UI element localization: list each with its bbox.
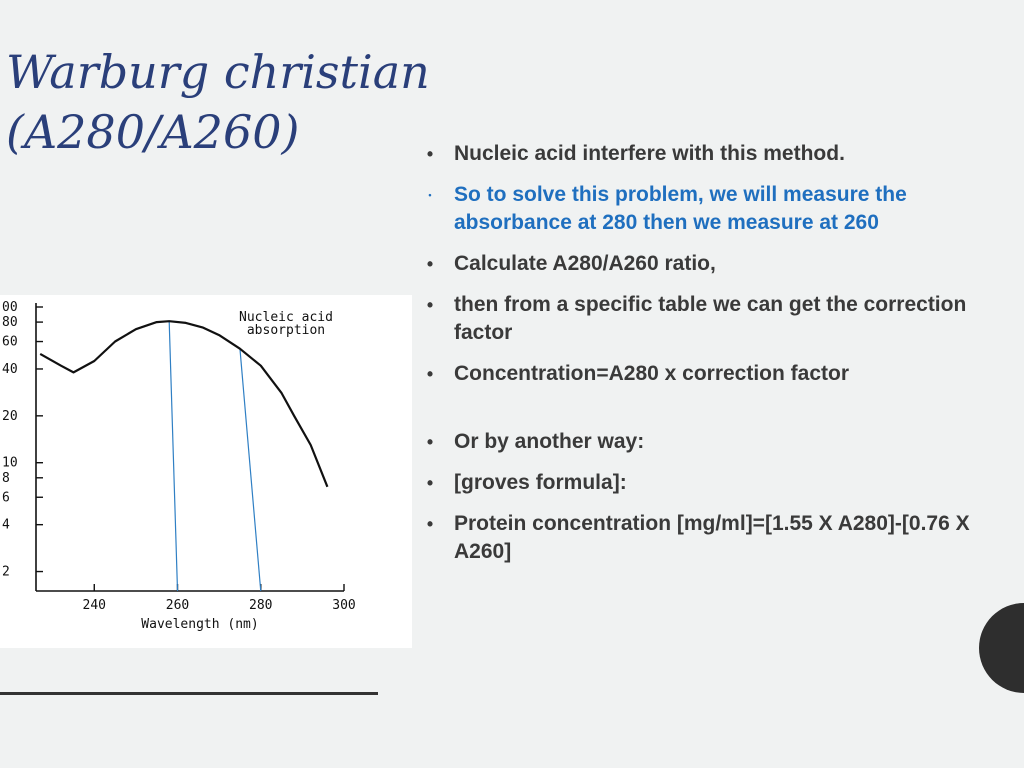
bullet-text: Or by another way:	[454, 430, 645, 453]
slide-title-line-2: (A280/A260)	[6, 105, 300, 159]
slide-title: Warburg christian (A280/A260)	[6, 42, 526, 162]
y-tick-label: 40	[2, 362, 18, 377]
y-tick-label: 20	[2, 409, 18, 424]
x-tick-label: 240	[83, 598, 106, 613]
bullet-text: So to solve this problem, we will measur…	[454, 183, 907, 234]
x-tick-label: 260	[166, 598, 189, 613]
bullet-dot-icon: •	[426, 144, 434, 164]
decorative-circle	[979, 603, 1024, 693]
bullet-item: • So to solve this problem, we will measu…	[420, 181, 1020, 237]
bullet-dot-icon: •	[426, 295, 434, 315]
marker-line	[168, 321, 179, 592]
y-tick-label: 80	[2, 315, 18, 330]
y-tick-label: 10	[2, 456, 18, 471]
annotation-text: Nucleic acid	[239, 310, 333, 325]
bullet-item: • Calculate A280/A260 ratio,	[420, 250, 1020, 278]
bullet-text: Protein concentration [mg/ml]=[1.55 X A2…	[454, 512, 970, 563]
y-tick-label: 4	[2, 518, 10, 533]
bullet-text: [groves formula]:	[454, 471, 627, 494]
bullet-item: • Protein concentration [mg/ml]=[1.55 X A…	[420, 510, 1020, 566]
y-tick-label: 00	[2, 300, 18, 315]
x-axis-label: Wavelength (nm)	[141, 617, 258, 632]
y-tick-label: 8	[2, 471, 10, 486]
bullet-dot-icon: •	[426, 254, 434, 274]
y-tick-label: 6	[2, 490, 10, 505]
slide-title-line-1: Warburg christian	[6, 45, 430, 99]
bullet-text: Nucleic acid interfere with this method.	[454, 142, 845, 165]
divider-rule	[0, 692, 378, 695]
bullet-dot-icon: •	[428, 190, 432, 200]
absorption-curve	[39, 320, 329, 488]
bullet-item: • Concentration=A280 x correction factor	[420, 360, 1020, 388]
bullet-dot-icon: •	[426, 473, 434, 493]
bullet-item: • Or by another way:	[420, 428, 1020, 456]
y-tick-label: 60	[2, 335, 18, 350]
bullet-item: • then from a specific table we can get …	[420, 291, 1020, 347]
bullet-text: then from a specific table we can get th…	[454, 293, 967, 344]
y-tick-label: 2	[2, 565, 10, 580]
x-tick-label: 300	[332, 598, 355, 613]
bullet-dot-icon: •	[426, 364, 434, 384]
marker-line	[239, 348, 262, 592]
bullet-item: • [groves formula]:	[420, 469, 1020, 497]
bullet-item: • Nucleic acid interfere with this method…	[420, 140, 1020, 168]
bullet-dot-icon: •	[426, 432, 434, 452]
annotation-text: absorption	[247, 323, 325, 338]
bullet-list: • Nucleic acid interfere with this method…	[420, 140, 1020, 579]
bullet-text: Calculate A280/A260 ratio,	[454, 252, 716, 275]
x-tick-label: 280	[249, 598, 272, 613]
bullet-text: Concentration=A280 x correction factor	[454, 362, 850, 385]
absorption-chart: 00 80 60 40 20 10 8 6 4 2 240 260 280 300 Wavelength (…	[0, 295, 412, 648]
bullet-dot-icon: •	[426, 514, 434, 534]
